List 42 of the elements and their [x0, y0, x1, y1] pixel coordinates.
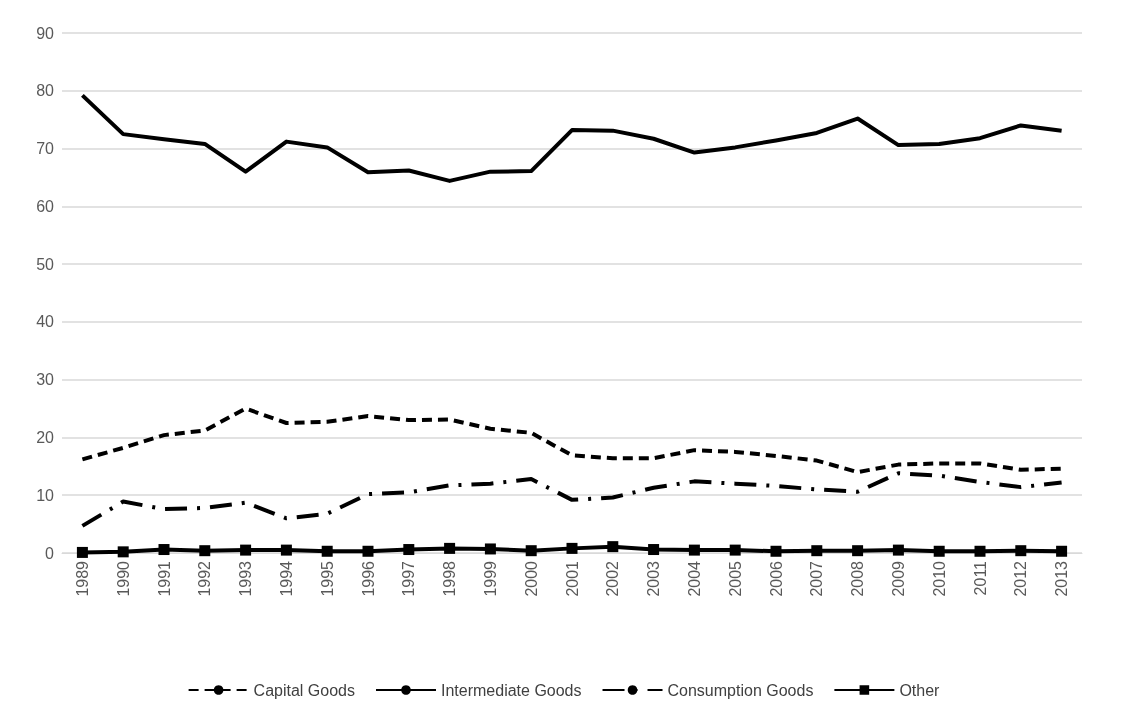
- x-tick-label: 2000: [522, 560, 540, 597]
- line-series: [80, 406, 1064, 475]
- x-tick-label: 1989: [73, 560, 91, 597]
- y-tick-label: 50: [36, 255, 55, 273]
- y-tick-label: 20: [36, 428, 55, 446]
- legend-label: Capital Goods: [253, 681, 355, 699]
- x-tick-label: 2008: [849, 560, 867, 597]
- x-tick-label: 1996: [359, 560, 377, 597]
- x-tick-label: 2005: [726, 560, 744, 597]
- x-tick-label: 1994: [277, 560, 295, 597]
- x-tick-label: 2004: [685, 560, 703, 597]
- legend-label: Intermediate Goods: [441, 681, 582, 699]
- x-tick-label: 1998: [441, 560, 459, 597]
- x-tick-label: 2003: [645, 560, 663, 597]
- x-tick-label: 2011: [971, 560, 989, 596]
- x-tick-label: 2012: [1012, 560, 1030, 597]
- x-tick-label: 2013: [1053, 560, 1071, 597]
- legend-label: Other: [899, 681, 941, 699]
- line-series: [80, 471, 1064, 528]
- x-tick-label: 1992: [196, 560, 214, 597]
- line-series: [80, 93, 1064, 183]
- x-tick-label: 1993: [237, 560, 255, 597]
- y-tick-label: 10: [36, 486, 55, 504]
- x-tick-label: 1997: [400, 560, 418, 597]
- y-tick-label: 80: [36, 82, 55, 100]
- x-tick-label: 2002: [604, 560, 622, 597]
- y-tick-label: 40: [36, 313, 55, 331]
- x-tick-label: 1991: [155, 560, 173, 597]
- legend-label: Consumption Goods: [667, 681, 814, 699]
- y-tick-label: 90: [36, 24, 55, 42]
- x-tick-label: 1995: [318, 560, 336, 597]
- x-tick-label: 2009: [889, 560, 907, 597]
- x-tick-label: 1999: [481, 560, 499, 597]
- y-tick-label: 0: [45, 544, 55, 562]
- y-tick-label: 30: [36, 371, 55, 389]
- x-tick-label: 1990: [114, 560, 132, 597]
- x-tick-label: 2010: [930, 560, 948, 597]
- y-tick-label: 60: [36, 197, 55, 215]
- x-tick-label: 2006: [767, 560, 785, 597]
- x-tick-label: 2007: [808, 560, 826, 597]
- y-tick-label: 70: [36, 140, 55, 158]
- x-tick-label: 2001: [563, 560, 581, 597]
